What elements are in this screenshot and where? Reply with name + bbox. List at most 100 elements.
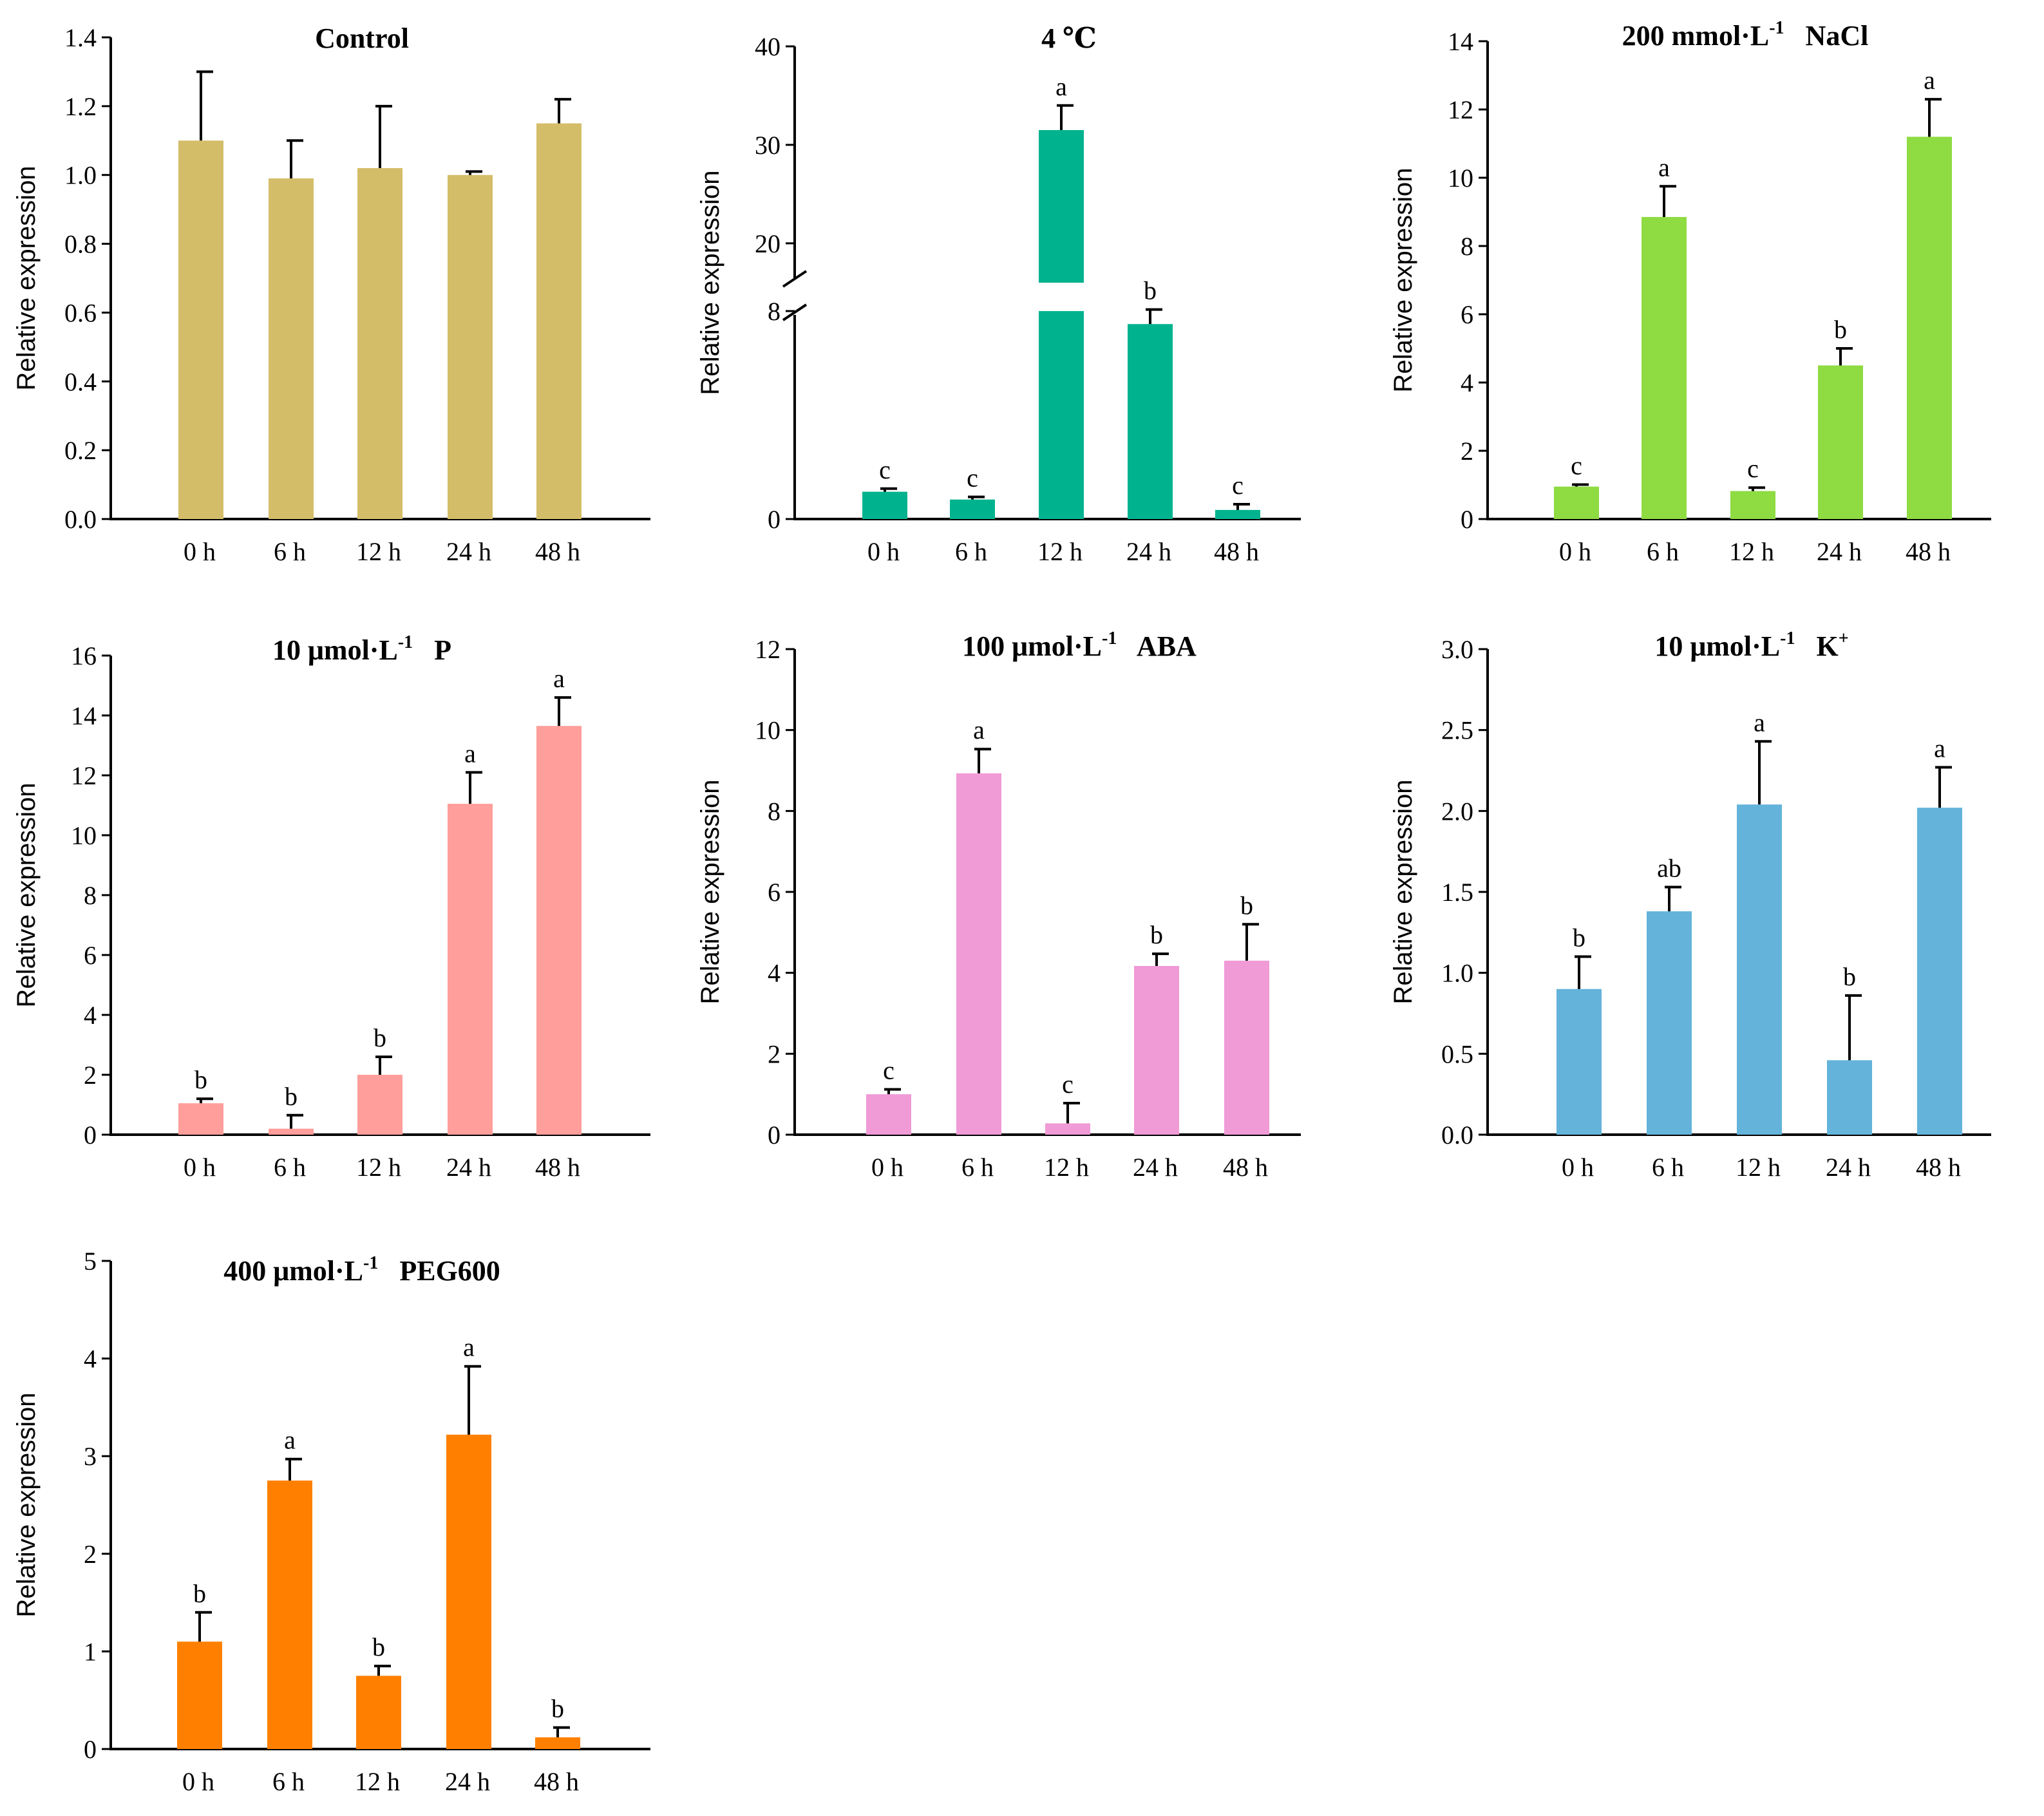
- bar-24-h: [1827, 1060, 1872, 1135]
- bar-0-h: [866, 1094, 911, 1135]
- y-tick-label: 4: [84, 1345, 97, 1374]
- y-tick-label: 12: [71, 761, 97, 790]
- bar-6-h: [269, 178, 314, 519]
- bar-6-h: [1647, 911, 1692, 1135]
- y-tick-label: 14: [71, 701, 97, 730]
- significance-letter: a: [464, 739, 476, 768]
- x-tick-label: 48 h: [535, 537, 580, 566]
- y-tick-label: 2: [84, 1061, 97, 1090]
- bar-0-h: [177, 1641, 222, 1749]
- significance-letter: b: [1240, 891, 1253, 920]
- chart-title: 100 μmol·L-1 ABA: [962, 629, 1197, 662]
- bar-0-h: [1557, 988, 1602, 1135]
- significance-letter: b: [1144, 276, 1157, 305]
- bar-12-h: [1737, 804, 1782, 1135]
- y-tick-label: 2.5: [1441, 716, 1473, 745]
- y-tick-label: 0: [768, 1121, 781, 1149]
- significance-letter: a: [1924, 66, 1935, 95]
- x-tick-label: 12 h: [1037, 537, 1083, 566]
- chart-1-control: 0.0 0.2 0.4 0.6 0.8 1.0 1.2 1.4 Relative express…: [12, 23, 650, 566]
- x-tick-label: 12 h: [1736, 1153, 1781, 1182]
- y-axis-label: Relative expression: [696, 170, 724, 395]
- y-tick-label: 0.0: [1441, 1121, 1473, 1149]
- bar-24-h: [448, 175, 493, 519]
- y-tick-label: 2.0: [1441, 797, 1473, 826]
- y-tick-label: 1: [84, 1637, 97, 1666]
- bar-48-h: [536, 726, 582, 1135]
- x-tick-label: 48 h: [1906, 537, 1951, 566]
- significance-letter: a: [1055, 72, 1067, 101]
- bar-24-h: [1134, 965, 1179, 1135]
- significance-letter: a: [463, 1333, 475, 1362]
- y-tick-label: 14: [1448, 27, 1473, 56]
- bar-48-h: [1224, 960, 1269, 1135]
- y-tick-label: 1.4: [64, 23, 97, 52]
- significance-letter: b: [1843, 962, 1856, 991]
- bar-12-h: [1045, 1123, 1090, 1135]
- significance-letter: a: [1934, 733, 1945, 762]
- x-tick-label: 24 h: [446, 1153, 491, 1182]
- y-tick-label: 3: [84, 1442, 97, 1471]
- y-tick-label: 20: [755, 229, 781, 258]
- y-axis-label: Relative expression: [12, 1392, 41, 1617]
- significance-letter: b: [194, 1065, 207, 1094]
- chart-title: Control: [315, 23, 409, 54]
- significance-letter: b: [1573, 923, 1585, 952]
- bar-0-h: [1554, 486, 1599, 519]
- chart-title: 400 μmol·L-1 PEG600: [223, 1253, 500, 1287]
- x-tick-label: 12 h: [356, 1153, 401, 1182]
- bar-48-h: [1907, 137, 1952, 519]
- y-tick-label: 1.0: [1441, 959, 1473, 988]
- x-tick-label: 48 h: [1916, 1153, 1961, 1182]
- y-tick-label: 8: [1461, 232, 1473, 261]
- x-tick-label: 12 h: [1044, 1153, 1089, 1182]
- bar-12-h: [1730, 491, 1775, 519]
- x-tick-label: 48 h: [534, 1767, 579, 1796]
- bar-6-h: [956, 773, 1001, 1135]
- x-tick-label: 0 h: [1562, 1153, 1594, 1182]
- significance-letter: b: [551, 1694, 564, 1723]
- y-tick-label: 3.0: [1441, 635, 1473, 664]
- bar-48-h: [1215, 509, 1260, 519]
- chart-title: 200 mmol·L-1 NaCl: [1622, 18, 1869, 52]
- y-tick-label: 0: [84, 1121, 97, 1149]
- significance-letter: b: [1150, 920, 1163, 949]
- x-tick-label: 24 h: [1826, 1153, 1871, 1182]
- significance-letter: c: [1062, 1070, 1074, 1099]
- bar-24-h: [1128, 324, 1173, 519]
- y-tick-label: 4: [84, 1001, 97, 1030]
- y-tick-label: 0.0: [64, 505, 97, 534]
- x-tick-label: 24 h: [446, 537, 491, 566]
- axis-break-mark: [782, 270, 808, 288]
- x-tick-label: 6 h: [1647, 537, 1679, 566]
- significance-letter: a: [284, 1426, 296, 1455]
- y-tick-label: 0.4: [64, 367, 97, 396]
- y-tick-label: 4: [768, 959, 781, 988]
- significance-letter: b: [374, 1023, 386, 1052]
- x-tick-label: 24 h: [445, 1767, 490, 1796]
- significance-letter: c: [967, 464, 978, 493]
- y-tick-label: 1.5: [1441, 878, 1473, 907]
- y-tick-label: 10: [1448, 164, 1473, 193]
- y-tick-label: 1.0: [64, 161, 97, 190]
- x-tick-label: 12 h: [1729, 537, 1774, 566]
- bar-6-h: [267, 1480, 312, 1749]
- x-tick-label: 6 h: [274, 537, 306, 566]
- y-tick-label: 10: [71, 821, 97, 850]
- bar-48-h: [1917, 808, 1962, 1135]
- significance-letter: b: [193, 1579, 206, 1608]
- significance-letter: b: [372, 1632, 385, 1661]
- y-tick-label: 2: [768, 1039, 781, 1068]
- bar-0-h: [862, 491, 907, 519]
- chart-3-200-mmol-l-nacl: 0 2 4 6 8 10 12 14 Relative expression 200 mmol·L…: [1389, 18, 1991, 566]
- y-axis-label: Relative expression: [1389, 779, 1417, 1004]
- x-tick-label: 24 h: [1133, 1153, 1178, 1182]
- bar-12-h-lower: [1039, 311, 1084, 519]
- y-axis-label: Relative expression: [12, 166, 41, 390]
- y-tick-label: 6: [1461, 300, 1473, 329]
- x-tick-label: 48 h: [535, 1153, 580, 1182]
- x-tick-label: 6 h: [955, 537, 987, 566]
- x-tick-label: 24 h: [1126, 537, 1171, 566]
- axis-break-mark: [782, 303, 808, 321]
